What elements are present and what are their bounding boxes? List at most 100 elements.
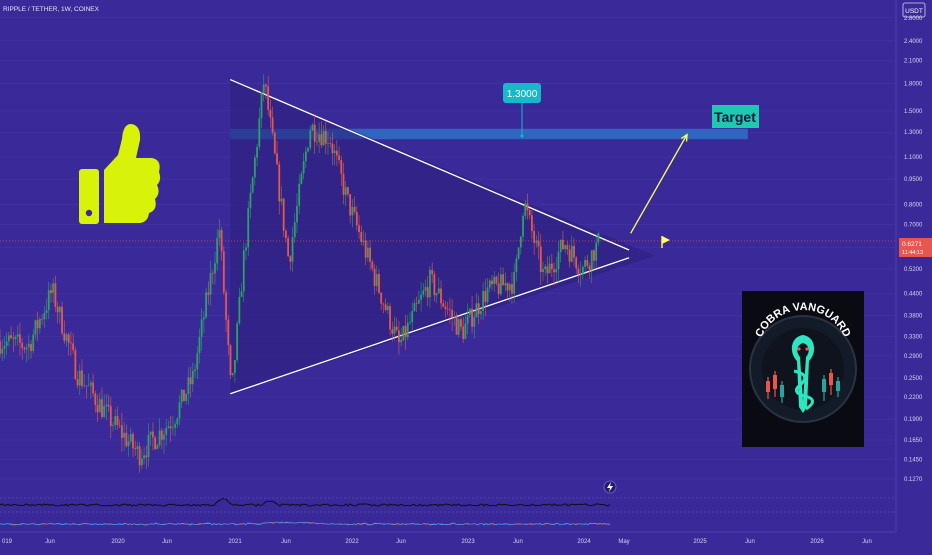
candle[interactable]	[437, 277, 440, 295]
candle[interactable]	[506, 282, 509, 300]
candle[interactable]	[50, 283, 52, 303]
candle[interactable]	[517, 247, 520, 261]
candle[interactable]	[227, 315, 230, 355]
candle[interactable]	[433, 271, 436, 302]
candle[interactable]	[7, 332, 10, 347]
candle[interactable]	[185, 392, 188, 405]
candle[interactable]	[333, 144, 336, 166]
candle[interactable]	[409, 312, 411, 326]
candle[interactable]	[27, 334, 30, 360]
candle[interactable]	[222, 245, 225, 295]
candle[interactable]	[205, 287, 208, 319]
candle[interactable]	[189, 366, 192, 398]
candle[interactable]	[38, 316, 41, 334]
candle[interactable]	[451, 299, 454, 332]
candle[interactable]	[566, 241, 569, 255]
candle[interactable]	[23, 345, 26, 354]
candle[interactable]	[30, 340, 32, 359]
candle[interactable]	[302, 152, 305, 180]
candle[interactable]	[96, 394, 99, 422]
candle[interactable]	[344, 181, 347, 207]
candle[interactable]	[43, 305, 46, 328]
candle[interactable]	[278, 160, 281, 215]
candle[interactable]	[58, 305, 61, 324]
candle[interactable]	[169, 415, 172, 442]
candle[interactable]	[531, 209, 533, 240]
candle[interactable]	[129, 427, 132, 445]
candle[interactable]	[120, 412, 123, 452]
candle[interactable]	[426, 275, 429, 307]
candle[interactable]	[519, 235, 522, 255]
candle[interactable]	[245, 242, 247, 261]
candle[interactable]	[338, 146, 340, 164]
candle[interactable]	[251, 176, 254, 194]
candle[interactable]	[522, 213, 524, 242]
candle[interactable]	[508, 282, 511, 302]
candle[interactable]	[138, 442, 141, 473]
candle[interactable]	[187, 367, 190, 405]
candle[interactable]	[586, 254, 589, 269]
candle[interactable]	[395, 317, 398, 332]
candle[interactable]	[256, 143, 258, 167]
candle[interactable]	[393, 316, 396, 341]
candle[interactable]	[180, 388, 183, 408]
candle[interactable]	[83, 373, 86, 388]
candle[interactable]	[468, 307, 471, 318]
candle[interactable]	[304, 146, 307, 169]
candle[interactable]	[400, 327, 403, 347]
candle[interactable]	[382, 302, 385, 314]
candle[interactable]	[322, 125, 325, 146]
candle[interactable]	[493, 270, 496, 292]
candle[interactable]	[413, 299, 416, 312]
candle[interactable]	[65, 332, 68, 347]
candle[interactable]	[440, 280, 442, 310]
candle[interactable]	[526, 193, 529, 220]
candle[interactable]	[360, 225, 363, 246]
candle[interactable]	[145, 445, 148, 469]
candle[interactable]	[176, 417, 179, 429]
candle[interactable]	[32, 329, 35, 354]
candle[interactable]	[260, 91, 263, 128]
candle[interactable]	[511, 272, 513, 304]
candle[interactable]	[76, 371, 79, 389]
candle[interactable]	[495, 275, 498, 286]
candle[interactable]	[546, 256, 549, 284]
candle[interactable]	[371, 259, 374, 272]
candle[interactable]	[236, 320, 239, 363]
candle[interactable]	[535, 235, 538, 248]
candle[interactable]	[47, 281, 50, 320]
candle[interactable]	[539, 234, 542, 286]
candle[interactable]	[316, 131, 318, 147]
candle[interactable]	[118, 419, 121, 429]
candle[interactable]	[537, 231, 540, 260]
candle[interactable]	[218, 218, 221, 246]
candle[interactable]	[56, 301, 59, 324]
candle[interactable]	[389, 303, 391, 336]
candle[interactable]	[442, 299, 445, 308]
candle[interactable]	[282, 198, 285, 238]
candle[interactable]	[320, 121, 323, 149]
candle[interactable]	[200, 308, 203, 351]
candle[interactable]	[247, 201, 250, 256]
candle[interactable]	[384, 298, 387, 312]
candle[interactable]	[353, 196, 356, 215]
candle[interactable]	[331, 132, 334, 166]
candle[interactable]	[258, 107, 261, 151]
candle[interactable]	[420, 282, 422, 312]
candle[interactable]	[462, 316, 465, 344]
candle[interactable]	[229, 343, 232, 380]
candle[interactable]	[154, 435, 157, 451]
candle[interactable]	[593, 248, 595, 271]
candle[interactable]	[464, 313, 467, 340]
candle[interactable]	[364, 232, 367, 266]
candle[interactable]	[242, 242, 245, 302]
candle[interactable]	[307, 146, 309, 153]
candle[interactable]	[588, 262, 591, 279]
candle[interactable]	[105, 393, 108, 421]
candle[interactable]	[132, 431, 134, 458]
candle[interactable]	[269, 99, 272, 128]
candle[interactable]	[355, 205, 358, 231]
candle[interactable]	[67, 332, 70, 356]
candle[interactable]	[194, 363, 196, 378]
candle[interactable]	[140, 449, 143, 470]
